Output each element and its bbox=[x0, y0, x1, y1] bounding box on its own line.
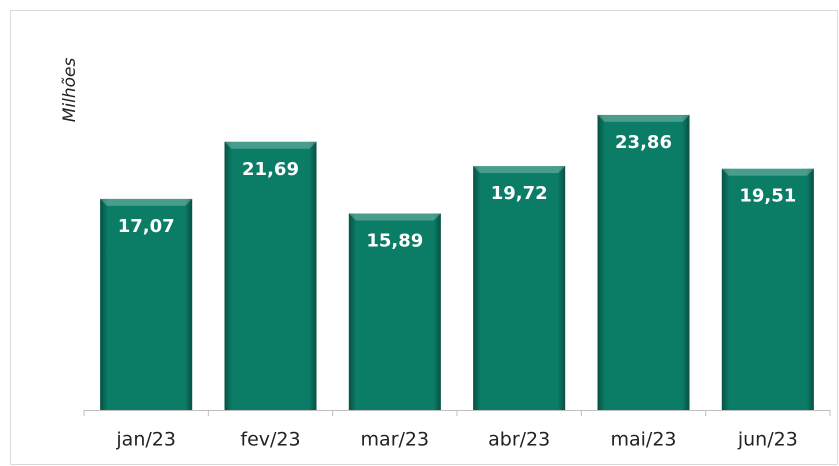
bar-shade bbox=[473, 166, 566, 410]
bar-bevel bbox=[100, 198, 193, 206]
value-label: 15,89 bbox=[366, 230, 423, 251]
bar-bevel bbox=[348, 213, 441, 221]
chart-frame bbox=[10, 10, 838, 465]
x-tick-label: mai/23 bbox=[610, 429, 676, 451]
x-tick-label: fev/23 bbox=[240, 429, 300, 451]
bar-bevel bbox=[721, 168, 814, 176]
bar-bevel bbox=[597, 114, 690, 122]
y-axis-label: Milhões bbox=[60, 58, 80, 123]
value-label: 17,07 bbox=[118, 216, 175, 237]
bar-bevel bbox=[473, 166, 566, 174]
bar-shade bbox=[721, 168, 814, 410]
bar-shade bbox=[224, 141, 317, 410]
x-tick-label: mar/23 bbox=[361, 429, 430, 451]
value-label: 23,86 bbox=[615, 132, 672, 153]
x-tick-label: jun/23 bbox=[737, 429, 798, 451]
value-label: 19,51 bbox=[739, 186, 796, 207]
bar-bevel bbox=[224, 141, 317, 149]
bar-shade bbox=[100, 198, 193, 410]
x-tick-label: jan/23 bbox=[115, 429, 176, 451]
value-label: 19,72 bbox=[491, 183, 548, 204]
value-label: 21,69 bbox=[242, 159, 299, 180]
bar-shade bbox=[597, 114, 690, 410]
x-tick-label: abr/23 bbox=[488, 429, 550, 451]
bar-shade bbox=[348, 213, 441, 410]
